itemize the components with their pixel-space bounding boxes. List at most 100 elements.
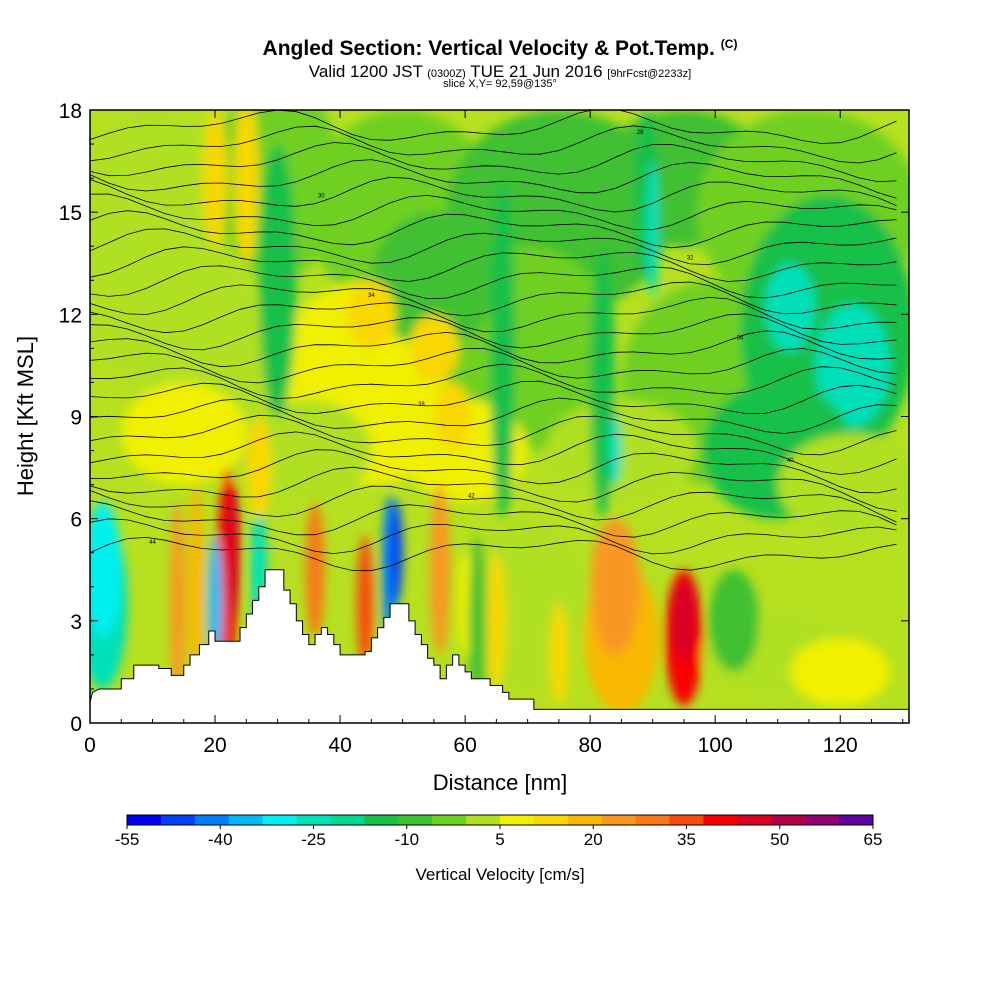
velocity-cell <box>671 579 697 662</box>
colorbar-swatch <box>194 815 230 825</box>
isentrope-label: 34 <box>368 293 375 299</box>
velocity-cell <box>346 280 397 349</box>
colorbar-swatch <box>364 815 399 825</box>
velocity-cell <box>608 416 622 485</box>
velocity-cell <box>490 178 516 519</box>
isentrope-label: 42 <box>468 493 475 499</box>
isentrope-label: 32 <box>687 256 694 262</box>
y-axis-title: Height [Kft MSL] <box>13 336 38 496</box>
colorbar-title: Vertical Velocity [cm/s] <box>415 865 584 884</box>
colorbar-label: 5 <box>495 830 504 849</box>
x-tick-label: 120 <box>823 734 858 757</box>
velocity-field <box>90 110 909 713</box>
x-tick-label: 100 <box>698 734 733 757</box>
colorbar-label: 50 <box>770 830 789 849</box>
colorbar-swatch <box>466 815 501 825</box>
colorbar-swatch <box>398 815 433 825</box>
colorbar-swatch <box>330 815 365 825</box>
colorbar-label: -40 <box>208 830 233 849</box>
velocity-cell <box>430 484 451 655</box>
x-tick-label: 60 <box>453 734 476 757</box>
velocity-cell <box>590 518 641 655</box>
velocity-cell <box>708 569 759 672</box>
y-tick-label: 15 <box>59 202 82 225</box>
colorbar-swatch <box>771 815 806 825</box>
colorbar-swatch <box>839 815 874 825</box>
colorbar-swatch <box>262 815 298 825</box>
forecast-info: [9hrFcst@2233z] <box>607 68 692 80</box>
y-tick-label: 12 <box>59 304 82 327</box>
isentrope <box>90 125 897 164</box>
isentrope <box>90 265 897 300</box>
velocity-cell <box>433 382 472 451</box>
colorbar-swatch <box>669 815 704 825</box>
isentrope <box>90 348 897 384</box>
velocity-cell <box>305 501 325 638</box>
velocity-cell <box>765 263 816 352</box>
velocity-cell <box>815 304 891 427</box>
isentrope <box>90 159 897 199</box>
isentrope <box>90 281 897 317</box>
colorbar-swatch <box>228 815 264 825</box>
colorbar-swatch <box>500 815 535 825</box>
chart-subtitle: Valid 1200 JST (0300Z) TUE 21 Jun 2016 [… <box>0 62 1000 82</box>
isentrope <box>90 431 897 475</box>
isentrope <box>90 296 897 334</box>
isentrope <box>90 485 897 523</box>
x-tick-label: 40 <box>328 734 351 757</box>
velocity-cell <box>590 246 616 519</box>
velocity-cell <box>246 399 372 502</box>
colorbar-swatch <box>805 815 840 825</box>
isentrope <box>90 246 897 282</box>
velocity-cell <box>227 484 241 621</box>
velocity-cell <box>258 144 297 417</box>
velocity-cell <box>777 433 909 536</box>
y-tick-label: 18 <box>59 100 82 123</box>
isentrope <box>90 466 897 512</box>
velocity-cell <box>468 535 487 706</box>
colorbar-label: -55 <box>115 830 140 849</box>
isentrope-label: 44 <box>149 540 156 546</box>
y-tick-label: 0 <box>70 713 82 736</box>
title-main: Angled Section: Vertical Velocity & Pot.… <box>262 37 715 60</box>
title-mark: (C) <box>720 37 738 51</box>
velocity-cell <box>549 603 569 706</box>
valid-utc: (0300Z) <box>427 68 466 80</box>
isentrope <box>90 536 897 572</box>
isentrope-label: 40 <box>787 458 794 464</box>
isentrope-label: 36 <box>737 336 744 342</box>
colorbar-swatch <box>567 815 603 825</box>
colorbar-swatch <box>635 815 671 825</box>
isentrope-lines: 44 42 40 38 36 34 32 30 28 <box>90 110 897 572</box>
velocity-cell <box>408 314 459 383</box>
velocity-cell <box>646 161 659 298</box>
valid-date: TUE 21 Jun 2016 <box>470 62 603 81</box>
colorbar-swatch <box>127 815 162 825</box>
colorbar-swatch <box>737 815 772 825</box>
isentrope <box>90 142 897 183</box>
colorbar-label: 20 <box>584 830 603 849</box>
y-tick-label: 9 <box>70 407 82 430</box>
isentrope <box>90 518 897 555</box>
chart-title: Angled Section: Vertical Velocity & Pot.… <box>0 37 1000 61</box>
velocity-cell <box>233 110 259 264</box>
slice-info: slice X,Y= 92,59@135° <box>443 78 557 90</box>
isentrope <box>90 500 897 538</box>
terrain-mask <box>90 569 909 723</box>
colorbar: -55 -40 -25 -10 5 20 35 50 65 <box>115 814 882 849</box>
colorbar-label: -10 <box>394 830 419 849</box>
velocity-cell <box>390 501 403 604</box>
isentrope <box>90 193 897 231</box>
isentrope <box>90 363 897 399</box>
x-tick-label: 20 <box>203 734 226 757</box>
isentrope <box>90 176 897 213</box>
colorbar-swatch <box>296 815 331 825</box>
velocity-cell <box>90 501 122 638</box>
isentrope-label: 30 <box>318 194 325 200</box>
velocity-cell <box>371 212 497 349</box>
velocity-cell <box>457 552 473 655</box>
isentrope <box>90 210 897 249</box>
velocity-cell <box>170 501 186 706</box>
